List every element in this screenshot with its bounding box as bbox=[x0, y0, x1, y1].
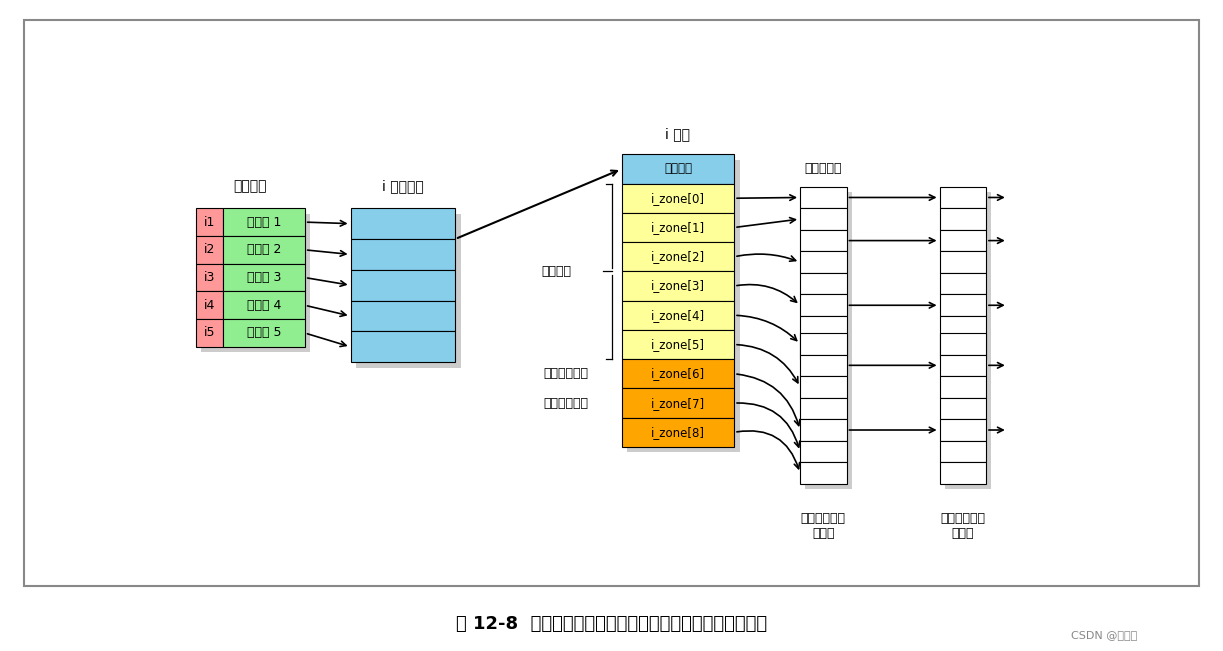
Bar bbox=[224, 264, 305, 292]
Bar bbox=[621, 184, 734, 213]
Text: i3: i3 bbox=[204, 271, 215, 284]
Text: i_zone[7]: i_zone[7] bbox=[651, 396, 704, 409]
Bar bbox=[621, 271, 734, 301]
Bar bbox=[939, 338, 986, 359]
Bar bbox=[939, 355, 986, 376]
Text: 文件名 3: 文件名 3 bbox=[247, 271, 281, 284]
Bar bbox=[939, 187, 986, 208]
Bar bbox=[196, 292, 224, 319]
Bar bbox=[800, 376, 846, 398]
Text: i_zone[5]: i_zone[5] bbox=[651, 338, 704, 351]
Bar bbox=[224, 319, 305, 347]
Text: i_zone[0]: i_zone[0] bbox=[651, 192, 704, 205]
Bar bbox=[196, 319, 224, 347]
Bar bbox=[800, 208, 846, 230]
Bar bbox=[621, 359, 734, 389]
Bar bbox=[939, 208, 986, 230]
Bar bbox=[224, 292, 305, 319]
Bar bbox=[800, 294, 846, 316]
Bar bbox=[939, 316, 986, 338]
Bar bbox=[939, 419, 986, 441]
Bar bbox=[939, 251, 986, 273]
Text: i4: i4 bbox=[204, 299, 215, 312]
Text: 一次间接块号: 一次间接块号 bbox=[543, 367, 588, 380]
Bar bbox=[621, 154, 734, 184]
Text: CSDN @奇小茗: CSDN @奇小茗 bbox=[1071, 630, 1137, 640]
Text: i 节点: i 节点 bbox=[665, 128, 691, 141]
Bar bbox=[800, 338, 846, 359]
Bar bbox=[800, 462, 846, 484]
Bar bbox=[351, 301, 455, 331]
Bar bbox=[800, 398, 846, 419]
Bar bbox=[800, 355, 846, 376]
Bar bbox=[351, 270, 455, 301]
Text: i_zone[1]: i_zone[1] bbox=[651, 221, 704, 234]
Bar bbox=[939, 333, 986, 355]
Text: i_zone[3]: i_zone[3] bbox=[651, 279, 704, 292]
Bar bbox=[621, 213, 734, 242]
Bar bbox=[201, 214, 311, 352]
Bar bbox=[945, 192, 992, 365]
Bar bbox=[939, 273, 986, 294]
Text: 图 12-8  通过文件名最终找到对应文件磁盘块位置的示意图: 图 12-8 通过文件名最终找到对应文件磁盘块位置的示意图 bbox=[456, 615, 767, 633]
Bar bbox=[621, 242, 734, 271]
Bar bbox=[806, 192, 852, 365]
Bar bbox=[806, 339, 852, 490]
Text: 文件名 5: 文件名 5 bbox=[247, 327, 281, 339]
Bar bbox=[621, 330, 734, 359]
Text: i5: i5 bbox=[204, 327, 215, 339]
Bar bbox=[800, 441, 846, 462]
Bar bbox=[939, 462, 986, 484]
Bar bbox=[356, 214, 461, 368]
Text: i_zone[4]: i_zone[4] bbox=[651, 309, 704, 322]
Bar bbox=[800, 187, 846, 208]
Bar bbox=[621, 418, 734, 447]
Text: 文件名 2: 文件名 2 bbox=[247, 243, 281, 256]
Bar bbox=[800, 273, 846, 294]
Text: i_zone[2]: i_zone[2] bbox=[651, 250, 704, 263]
Text: 二次间接块的
二级块: 二次间接块的 二级块 bbox=[940, 512, 986, 540]
Text: i 节点部分: i 节点部分 bbox=[382, 180, 423, 194]
Text: 文件名 4: 文件名 4 bbox=[247, 299, 281, 312]
Bar bbox=[939, 398, 986, 419]
Bar bbox=[621, 301, 734, 330]
Text: 文件名 1: 文件名 1 bbox=[247, 215, 281, 229]
Bar bbox=[800, 333, 846, 355]
Bar bbox=[800, 419, 846, 441]
Bar bbox=[351, 208, 455, 239]
Bar bbox=[800, 316, 846, 338]
Text: 二次间接块的
一级块: 二次间接块的 一级块 bbox=[801, 512, 846, 540]
Text: 一次间接块: 一次间接块 bbox=[805, 161, 841, 174]
Bar bbox=[939, 441, 986, 462]
Text: i_zone[8]: i_zone[8] bbox=[651, 426, 704, 439]
Bar bbox=[621, 389, 734, 418]
Bar bbox=[939, 230, 986, 251]
Bar bbox=[800, 251, 846, 273]
Bar bbox=[196, 208, 224, 236]
Text: 其他字段: 其他字段 bbox=[664, 163, 692, 176]
Bar bbox=[196, 264, 224, 292]
Bar bbox=[945, 339, 992, 490]
Text: 直接块号: 直接块号 bbox=[541, 265, 571, 278]
Bar bbox=[939, 294, 986, 316]
Bar bbox=[351, 331, 455, 362]
Bar bbox=[224, 208, 305, 236]
Bar bbox=[196, 236, 224, 264]
Text: 二次间接块号: 二次间接块号 bbox=[543, 396, 588, 409]
Bar bbox=[351, 239, 455, 270]
Text: 文件目录: 文件目录 bbox=[234, 180, 267, 194]
Text: i1: i1 bbox=[204, 215, 215, 229]
Bar bbox=[224, 236, 305, 264]
Bar bbox=[627, 159, 740, 452]
Text: i2: i2 bbox=[204, 243, 215, 256]
Bar bbox=[939, 376, 986, 398]
Text: i_zone[6]: i_zone[6] bbox=[651, 367, 704, 380]
Bar bbox=[800, 230, 846, 251]
